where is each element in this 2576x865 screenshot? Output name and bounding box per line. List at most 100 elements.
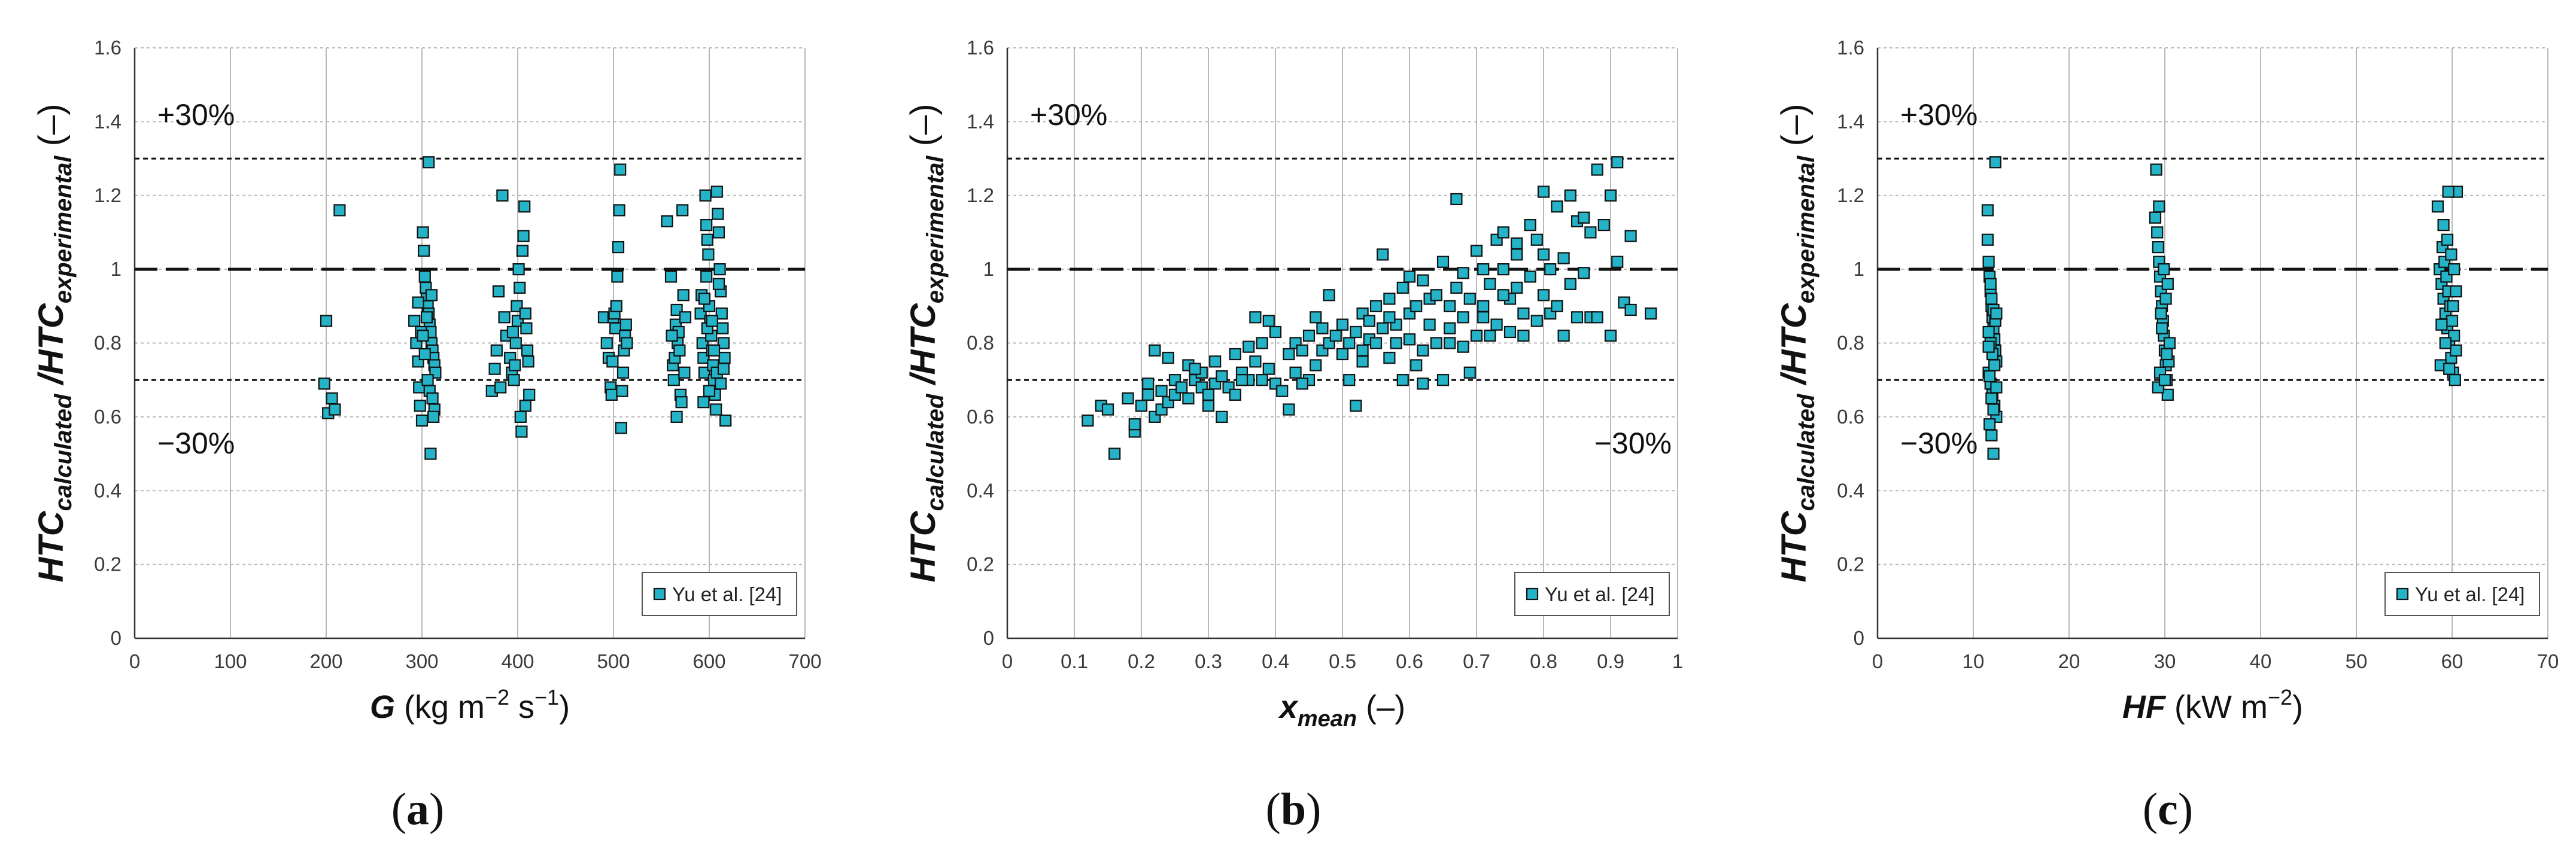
data-point — [1216, 410, 1228, 423]
data-point — [2450, 285, 2462, 298]
data-point — [1390, 337, 1402, 349]
data-point — [1457, 311, 1469, 324]
data-point — [706, 315, 718, 327]
data-point — [614, 163, 627, 176]
data-point — [1235, 374, 1248, 386]
chart-panel-a: 0 0.2 0.4 0.6 0.8 1 1.2 1.4 1.6 0 100 200 300 400 500 6… — [32, 36, 822, 834]
data-point — [1511, 248, 1523, 261]
data-point — [1990, 307, 2003, 320]
data-point — [1604, 330, 1617, 342]
lower-bound-label: −30% — [157, 427, 235, 460]
y-tick-label: 0.4 — [967, 479, 994, 501]
data-point — [1444, 300, 1456, 312]
data-point — [1985, 392, 1998, 405]
data-point — [1262, 315, 1275, 327]
data-point — [1611, 255, 1624, 268]
data-point — [613, 204, 625, 217]
x-tick-label: 0.2 — [1128, 650, 1155, 672]
data-point — [1982, 325, 1995, 339]
data-point — [1537, 248, 1550, 261]
x-tick-label: 0.9 — [1597, 650, 1624, 672]
data-point — [1343, 374, 1356, 386]
data-point — [715, 377, 727, 390]
data-point — [1645, 307, 1657, 320]
data-point — [1457, 267, 1469, 279]
data-point — [2443, 363, 2456, 375]
data-point — [1310, 359, 1322, 371]
x-tick-label: 0 — [129, 650, 140, 672]
y-tick-label: 1.4 — [1837, 110, 1864, 132]
data-point — [1551, 300, 1563, 312]
data-point — [610, 300, 622, 312]
data-point — [1182, 392, 1195, 405]
data-point — [1985, 293, 1998, 305]
data-point — [333, 204, 346, 217]
x-tick-label: 10 — [1963, 650, 1985, 672]
y-tick-label: 0 — [983, 627, 994, 649]
data-point — [2446, 315, 2459, 327]
data-point — [1216, 370, 1228, 383]
x-tick-label: 0.7 — [1463, 650, 1490, 672]
x-tick-label: 0.6 — [1396, 650, 1423, 672]
legend-label: Yu et al. [24] — [2415, 583, 2525, 605]
data-point — [1470, 245, 1483, 257]
data-point — [1310, 311, 1322, 324]
data-point — [717, 363, 730, 375]
data-point — [1987, 447, 2000, 460]
data-point — [1597, 219, 1610, 232]
y-tick-label: 0.8 — [1837, 332, 1864, 354]
data-point — [1142, 388, 1155, 401]
data-point — [1403, 333, 1416, 346]
y-tick-label: 1 — [983, 258, 994, 280]
y-tick-label: 0.2 — [1837, 553, 1864, 575]
data-point — [521, 344, 534, 357]
data-point — [2163, 337, 2176, 349]
legend-label: Yu et al. [24] — [672, 583, 782, 605]
data-point — [515, 425, 528, 438]
upper-bound-label: +30% — [1030, 98, 1107, 132]
data-point — [697, 396, 710, 409]
data-point — [1377, 322, 1389, 334]
data-point — [1142, 377, 1155, 390]
data-point — [417, 330, 429, 342]
data-point — [2152, 241, 2164, 254]
data-point — [1463, 366, 1476, 379]
y-tick-label: 0.6 — [94, 406, 121, 428]
data-point — [326, 392, 338, 405]
data-point — [1530, 233, 1543, 246]
data-point — [1983, 370, 1996, 383]
data-point — [516, 245, 529, 257]
data-point — [420, 311, 433, 324]
data-point — [700, 270, 713, 283]
data-point — [519, 400, 531, 412]
data-point — [508, 374, 520, 386]
x-tick-label: 30 — [2154, 650, 2176, 672]
data-point — [702, 248, 715, 261]
data-point — [514, 410, 527, 423]
data-point — [1611, 156, 1624, 169]
data-point — [1551, 200, 1563, 213]
data-point — [1983, 418, 1996, 431]
data-point — [1262, 363, 1275, 375]
data-point — [1591, 163, 1603, 176]
data-point — [675, 396, 688, 409]
data-point — [1189, 363, 1201, 375]
x-axis-label: xmean (–) — [1278, 689, 1405, 732]
data-point — [1430, 337, 1442, 349]
data-point — [678, 366, 691, 379]
data-point — [1175, 381, 1188, 394]
x-tick-label: 0.3 — [1195, 650, 1222, 672]
data-point — [1417, 377, 1429, 390]
x-tick-label: 400 — [501, 650, 534, 672]
y-axis-label: HTCcalculated /HTCexperimental (–) — [32, 103, 77, 582]
data-point — [605, 388, 618, 401]
data-point — [1383, 352, 1396, 364]
data-point — [677, 289, 689, 301]
data-point — [1229, 348, 1241, 361]
data-point — [2155, 307, 2167, 320]
data-point — [2431, 200, 2444, 213]
panel-label: (b) — [1266, 784, 1322, 834]
data-point — [329, 403, 341, 416]
data-point — [2437, 219, 2450, 232]
data-point — [320, 315, 333, 327]
